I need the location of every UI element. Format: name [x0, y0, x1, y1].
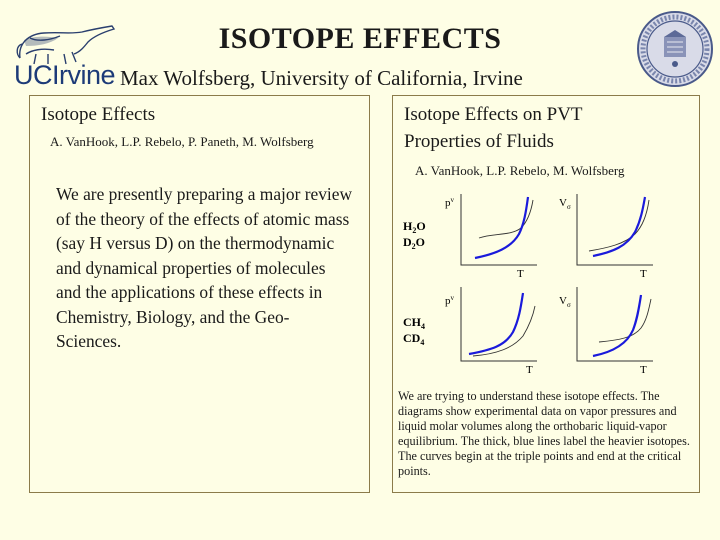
university-seal-icon — [637, 11, 713, 87]
graph-pv-label-2: pv — [445, 294, 455, 307]
graph3-light-curve — [472, 305, 536, 357]
isotope-graphs: H2O D2O CH4 CD4 pv Vσ pv Vσ T T T T — [403, 194, 653, 376]
graph1-heavy-curve — [474, 196, 530, 260]
logo-text: UCIrvine — [14, 60, 116, 90]
graph-t-label-1: T — [517, 268, 524, 280]
graph-pv-label-1: pv — [445, 196, 455, 209]
right-panel-authors: A. VanHook, L.P. Rebelo, M. Wolfsberg — [415, 163, 625, 178]
molecule-label-d2o: D2O — [403, 235, 425, 251]
right-panel-caption: We are trying to understand these isotop… — [398, 389, 690, 478]
graph-axes-2 — [576, 194, 653, 266]
graph-vs-label-2: Vσ — [559, 295, 571, 309]
graph-t-label-3: T — [526, 364, 533, 376]
page-title: ISOTOPE EFFECTS — [218, 22, 502, 55]
graph-axes-3 — [460, 287, 537, 362]
molecule-label-h2o: H2O — [403, 219, 426, 235]
right-panel: Isotope Effects on PVT Properties of Flu… — [392, 95, 700, 493]
graph-t-label-4: T — [640, 364, 647, 376]
left-panel-title: Isotope Effects — [41, 104, 156, 125]
page-subtitle: Max Wolfsberg, University of California,… — [120, 66, 523, 90]
anteater-logo — [16, 25, 116, 65]
right-panel-title-line1: Isotope Effects on PVT — [404, 104, 583, 125]
graph-t-label-2: T — [640, 268, 647, 280]
graph4-light-curve — [598, 298, 652, 343]
right-panel-title-line2: Properties of Fluids — [404, 131, 554, 152]
graph2-heavy-curve — [592, 196, 647, 258]
graph2-light-curve — [588, 199, 650, 252]
graph4-heavy-curve — [592, 294, 643, 358]
molecule-label-cd4: CD4 — [403, 331, 424, 347]
graph-axes-1 — [460, 194, 537, 266]
left-panel-body: We are presently preparing a major revie… — [56, 184, 353, 351]
left-panel: Isotope Effects A. VanHook, L.P. Rebelo,… — [29, 95, 370, 493]
graph-vs-label-1: Vσ — [559, 197, 571, 211]
molecule-label-ch4: CH4 — [403, 315, 425, 331]
graph-axes-4 — [576, 287, 653, 362]
left-panel-authors: A. VanHook, L.P. Rebelo, P. Paneth, M. W… — [50, 134, 314, 149]
graph3-heavy-curve — [468, 292, 525, 356]
